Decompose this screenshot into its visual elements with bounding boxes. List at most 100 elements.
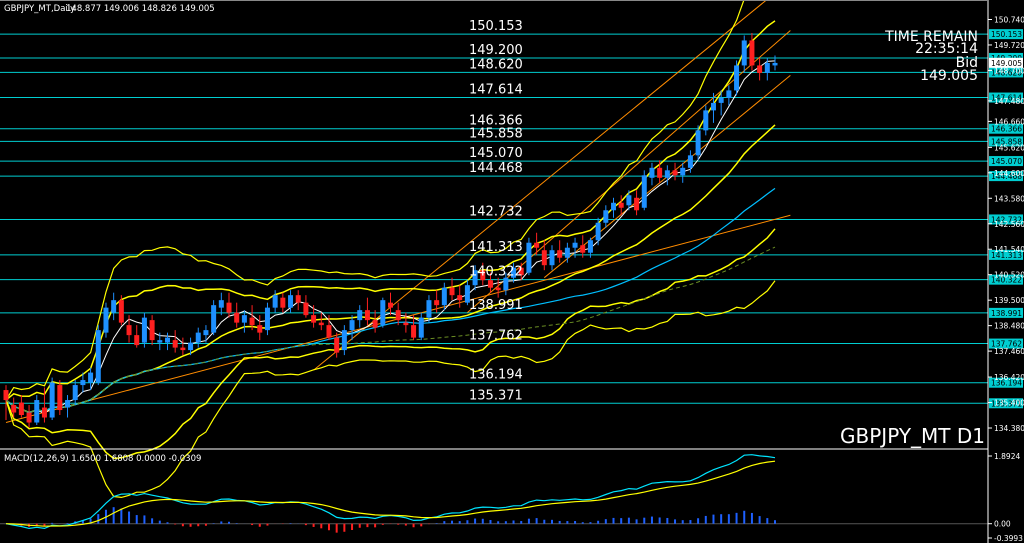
bear-candle (172, 340, 178, 348)
y-tick-label: 135.400 (994, 399, 1024, 408)
bear-candle (18, 402, 24, 416)
bull-candle (703, 110, 709, 131)
y-tick-label: 142.560 (994, 220, 1024, 229)
bear-candle (3, 390, 9, 401)
bull-candle (195, 332, 201, 343)
y-tick-label: 137.460 (994, 347, 1024, 356)
bull-candle (141, 317, 147, 343)
bull-candle (272, 295, 278, 308)
bull-candle (80, 380, 86, 386)
bid-label: Bid (956, 55, 978, 71)
bear-candle (134, 335, 140, 346)
bear-candle (26, 412, 32, 423)
bull-candle (687, 155, 693, 168)
bull-candle (164, 337, 170, 343)
bear-candle (303, 302, 309, 316)
y-tick-label: 146.660 (994, 117, 1024, 126)
level-label: 147.614 (469, 83, 523, 98)
bear-candle (518, 267, 524, 276)
bear-candle (457, 295, 463, 301)
bear-candle (57, 385, 63, 411)
bull-candle (626, 195, 632, 206)
bear-candle (411, 325, 417, 338)
level-price-tag (989, 274, 1023, 285)
bull-candle (72, 385, 78, 401)
level-price-tag-text: 137.762 (991, 340, 1022, 349)
level-price-tag (989, 338, 1023, 349)
bear-candle (749, 40, 755, 66)
level-label: 148.620 (469, 57, 523, 72)
level-price-tag (989, 171, 1023, 182)
bear-candle (41, 407, 47, 418)
bull-candle (649, 167, 655, 178)
bull-candle (34, 400, 40, 423)
bull-candle (288, 295, 294, 308)
price-axis: 150.153149.200148.620147.614146.366145.8… (988, 15, 1024, 433)
bull-candle (526, 242, 532, 273)
level-lines-layer (0, 33, 988, 404)
level-price-tag-text: 145.070 (991, 157, 1022, 166)
level-price-tag-text: 147.614 (991, 94, 1022, 103)
bear-candle (434, 300, 440, 306)
bear-candle (580, 245, 586, 253)
bear-candle (311, 315, 317, 323)
y-tick-label: 150.740 (994, 15, 1024, 24)
bollinger-lower-1 (5, 228, 776, 460)
bull-candle (695, 130, 701, 156)
y-tick-label: 139.500 (994, 296, 1024, 305)
y-tick-label: 138.480 (994, 322, 1024, 331)
candles-layer[interactable] (3, 32, 778, 428)
bull-candle (88, 372, 94, 383)
bear-candle (657, 167, 663, 178)
level-price-tag-text: 144.468 (991, 172, 1022, 181)
macd-y-tick-label: 1.8924 (994, 452, 1020, 461)
bear-candle (180, 347, 186, 351)
bull-candle (203, 330, 209, 336)
level-price-tag (989, 67, 1023, 78)
level-price-tag (989, 29, 1023, 40)
bull-candle (472, 270, 478, 286)
level-price-tag (989, 249, 1023, 260)
bear-candle (634, 197, 640, 211)
bull-candle (549, 250, 555, 266)
bull-candle (764, 62, 770, 73)
bear-candle (557, 250, 563, 258)
macd-panel: 1.8924 0.00 -0.3993 (0, 452, 1023, 543)
level-price-tag-text: 140.322 (991, 276, 1022, 285)
level-price-tag (989, 123, 1023, 134)
bull-candle (349, 320, 355, 331)
level-price-tag (989, 156, 1023, 167)
bull-candle (726, 90, 732, 98)
level-price-tag-text: 135.371 (991, 399, 1022, 408)
bear-candle (541, 250, 547, 266)
bear-candle (449, 287, 455, 296)
bollinger-upper-2 (5, 0, 745, 401)
bull-candle (503, 277, 509, 291)
bull-candle (111, 300, 117, 313)
level-label: 135.371 (469, 388, 523, 403)
level-price-tag-text: 150.153 (991, 30, 1022, 39)
bull-candle (357, 310, 363, 321)
y-tick-label: 147.480 (994, 97, 1024, 106)
macd-y-tick-label: 0.00 (994, 520, 1011, 529)
bull-candle (380, 300, 386, 326)
bull-candle (95, 330, 101, 383)
level-label: 138.991 (469, 298, 523, 313)
current-price-text: 149.005 (991, 59, 1022, 68)
indicator-lines-layer (5, 0, 776, 499)
bear-candle (534, 242, 540, 248)
y-tick-label: 134.380 (994, 424, 1024, 433)
bear-candle (234, 312, 240, 323)
level-label: 144.468 (469, 161, 523, 176)
time-remain-value: 22:35:14 (915, 41, 978, 57)
level-price-tag-text: 141.313 (991, 251, 1022, 260)
bear-candle (372, 320, 378, 328)
bear-candle (257, 325, 263, 333)
bear-candle (618, 202, 624, 208)
bull-candle (264, 307, 270, 331)
bear-candle (295, 295, 301, 303)
level-price-tag (989, 136, 1023, 147)
bull-candle (572, 242, 578, 248)
